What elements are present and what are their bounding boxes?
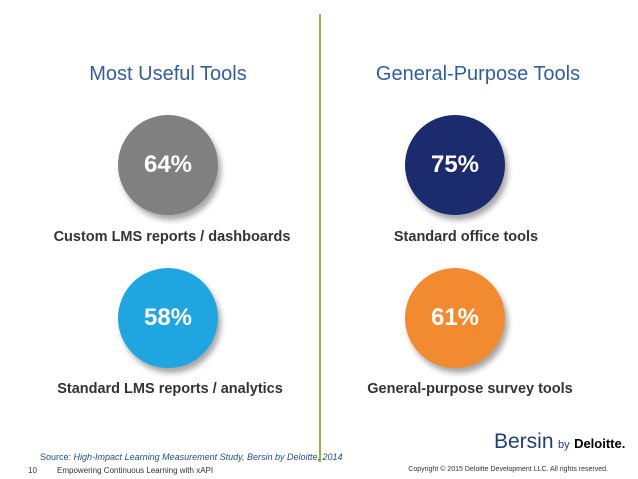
stat-circle: 58% bbox=[118, 268, 218, 368]
stat-label: Custom LMS reports / dashboards bbox=[53, 229, 291, 245]
panel-title: Most Useful Tools bbox=[89, 63, 247, 85]
divider bbox=[319, 14, 321, 462]
page-number: 10 bbox=[28, 466, 37, 475]
stat-label: Standard office tools bbox=[393, 229, 539, 245]
stat-label: Standard LMS reports / analytics bbox=[57, 381, 283, 397]
stat-circle: 61% bbox=[405, 268, 505, 368]
source-prefix: Source: bbox=[40, 452, 72, 462]
source: Source: High-Impact Learning Measurement… bbox=[40, 452, 343, 462]
logo: Bersin by Deloitte. bbox=[494, 430, 625, 454]
stat-circle: 64% bbox=[118, 115, 218, 215]
panel-title: General-Purpose Tools bbox=[375, 63, 581, 85]
logo-by: by bbox=[557, 439, 570, 451]
stat-label: General-purpose survey tools bbox=[367, 381, 573, 397]
source-title: High-Impact Learning Measurement Study, … bbox=[73, 452, 343, 462]
deck-title: Empowering Continuous Learning with xAPI bbox=[57, 466, 214, 475]
logo-brand: Bersin bbox=[494, 430, 554, 453]
stat-circle: 75% bbox=[405, 115, 505, 215]
logo-company: Deloitte. bbox=[574, 436, 626, 451]
copyright: Copyright © 2015 Deloitte Development LL… bbox=[408, 466, 608, 473]
